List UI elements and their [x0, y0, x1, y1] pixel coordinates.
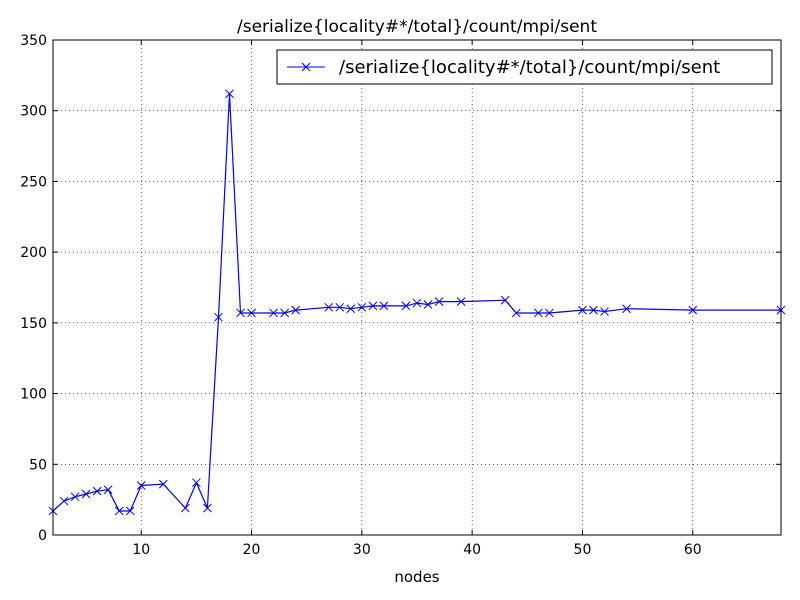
- data-point-marker: [335, 302, 345, 312]
- data-point-marker: [181, 503, 190, 513]
- y-tick-label: 300: [20, 104, 47, 120]
- x-tick-label: 10: [132, 542, 150, 558]
- data-point-marker: [125, 506, 135, 516]
- y-tick-label: 50: [29, 457, 47, 473]
- y-tick-label: 150: [20, 316, 47, 332]
- data-point-marker: [688, 305, 698, 315]
- data-point-marker: [324, 302, 334, 312]
- y-tick-label: 350: [20, 33, 47, 49]
- data-point-marker: [114, 506, 124, 516]
- data-point-marker: [247, 308, 256, 318]
- y-tick-label: 0: [38, 528, 47, 544]
- data-point-marker: [214, 312, 223, 322]
- data-point-marker: [412, 298, 422, 308]
- y-tick-label: 200: [20, 245, 47, 261]
- plot-frame: [52, 39, 782, 536]
- data-point-marker: [280, 308, 289, 318]
- x-tick-label: 30: [353, 542, 371, 558]
- series-layer: [48, 89, 786, 516]
- data-point-marker: [533, 308, 543, 318]
- legend-box: [276, 49, 773, 85]
- data-point-marker: [434, 297, 444, 306]
- legend: /serialize{locality#*/total}/count/mpi/s…: [276, 49, 773, 85]
- x-tick-label: 20: [243, 542, 261, 558]
- x-tick-label: 60: [684, 542, 702, 558]
- y-tick-label: 100: [20, 387, 47, 403]
- data-point-marker: [291, 305, 301, 315]
- data-point-marker: [401, 301, 411, 311]
- data-point-marker: [589, 305, 598, 315]
- x-axis-title: nodes: [394, 568, 439, 586]
- grid-lines: [53, 40, 781, 535]
- data-point-marker: [236, 308, 245, 318]
- data-point-marker: [346, 304, 356, 314]
- data-point-marker: [70, 492, 80, 502]
- data-point-marker: [368, 301, 378, 311]
- data-point-marker: [192, 478, 201, 488]
- data-point-marker: [225, 89, 234, 99]
- data-point-marker: [578, 305, 587, 315]
- data-point-marker: [59, 496, 69, 506]
- legend-label: /serialize{locality#*/total}/count/mpi/s…: [339, 57, 720, 78]
- data-point-marker: [622, 304, 631, 314]
- legend-marker-x-icon: [301, 62, 311, 72]
- data-point-marker: [203, 503, 212, 513]
- data-point-marker: [269, 308, 278, 318]
- data-point-marker: [92, 486, 102, 496]
- data-point-marker: [81, 489, 91, 499]
- x-tick-label: 40: [463, 542, 481, 558]
- data-point-marker: [456, 297, 466, 306]
- data-point-marker: [500, 295, 510, 305]
- data-point-marker: [423, 300, 433, 309]
- data-point-marker: [600, 307, 609, 316]
- data-point-marker: [545, 308, 554, 318]
- data-point-marker: [511, 308, 521, 318]
- chart-title: /serialize{locality#*/total}/count/mpi/s…: [237, 17, 597, 37]
- data-point-marker: [379, 301, 389, 311]
- data-point-marker: [158, 479, 168, 489]
- data-point-marker: [357, 302, 367, 312]
- data-point-marker: [103, 485, 113, 495]
- y-tick-label: 250: [20, 174, 47, 190]
- ticks: 10 20 30 40 50 60 0 50 100 150 200 250 300 350: [20, 33, 781, 558]
- data-point-marker: [136, 481, 146, 490]
- x-tick-label: 50: [574, 542, 592, 558]
